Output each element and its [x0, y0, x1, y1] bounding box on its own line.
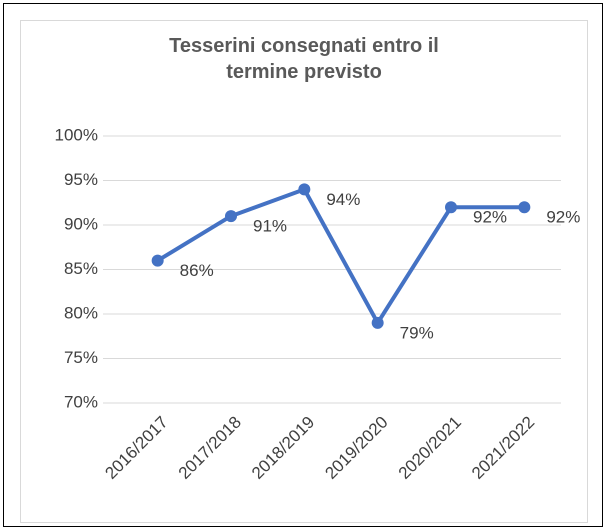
point	[445, 201, 457, 214]
data-label: 91%	[253, 217, 287, 236]
x-tick-label: 2018/2019	[248, 413, 318, 483]
data-label: 86%	[180, 261, 214, 280]
y-tick-label: 80%	[64, 303, 98, 322]
x-tick-label: 2016/2017	[101, 413, 171, 483]
data-label: 79%	[400, 323, 434, 342]
y-tick-label: 75%	[64, 348, 98, 367]
y-tick-label: 95%	[64, 170, 98, 189]
x-tick-label: 2021/2022	[468, 413, 538, 483]
outer-frame	[3, 3, 603, 527]
data-label: 92%	[546, 208, 580, 227]
chart-area	[20, 20, 588, 523]
data-label: 92%	[473, 208, 507, 227]
data-label: 94%	[326, 190, 360, 209]
point	[298, 183, 311, 196]
y-tick-label: 70%	[64, 392, 98, 411]
x-tick-label: 2019/2020	[321, 413, 391, 483]
point	[518, 201, 531, 214]
y-tick-label: 100%	[55, 125, 98, 144]
x-tick-label: 2020/2021	[395, 413, 465, 483]
point	[371, 316, 384, 329]
y-tick-label: 90%	[64, 214, 98, 233]
y-tick-label: 85%	[64, 259, 98, 278]
point	[225, 210, 237, 223]
point	[151, 254, 164, 267]
line	[156, 187, 525, 325]
x-tick-label: 2017/2018	[175, 413, 245, 483]
chart-title: Tesserini consegnati entro il termine pr…	[169, 35, 439, 83]
